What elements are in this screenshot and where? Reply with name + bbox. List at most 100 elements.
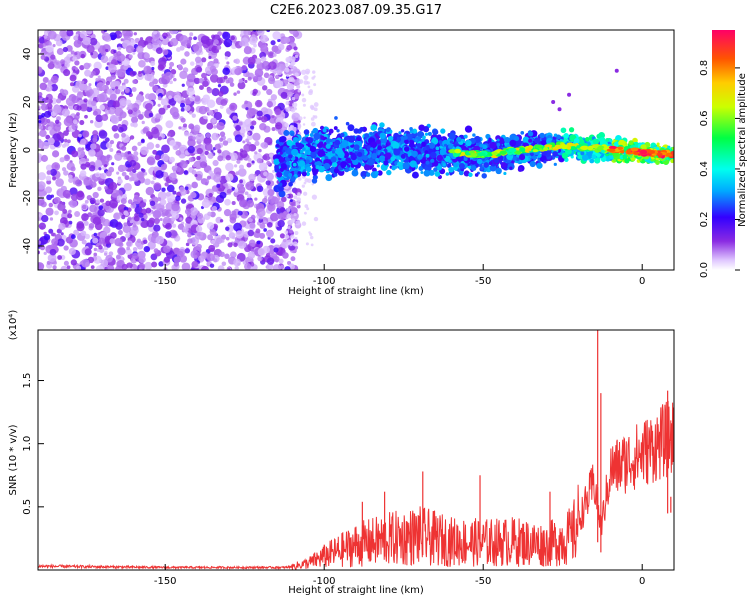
noise-blob <box>251 242 256 248</box>
noise-blob <box>70 82 75 87</box>
noise-blob <box>93 61 102 70</box>
noise-blob <box>229 213 237 221</box>
noise-blob <box>274 74 280 80</box>
band-blob <box>376 139 381 145</box>
noise-blob <box>53 260 57 265</box>
noise-blob <box>143 65 152 75</box>
band-blob <box>519 154 526 161</box>
band-blob <box>393 148 401 156</box>
band-blob <box>517 167 523 172</box>
band-blob <box>472 133 476 137</box>
noise-blob <box>70 234 76 240</box>
noise-blob <box>293 212 297 217</box>
band-blob <box>365 172 371 177</box>
noise-blob <box>62 46 68 53</box>
noise-blob <box>49 61 54 65</box>
noise-blob <box>175 91 180 96</box>
band-blob <box>432 129 439 136</box>
noise-blob <box>173 256 181 264</box>
band-blob <box>341 139 349 148</box>
noise-blob <box>38 125 44 130</box>
noise-blob <box>273 255 280 263</box>
band-blob <box>456 136 462 143</box>
noise-blob <box>214 108 219 113</box>
band-blob <box>336 129 340 133</box>
band-blob <box>425 160 430 165</box>
noise-blob <box>88 83 92 87</box>
noise-blob <box>268 77 276 85</box>
noise-blob <box>239 179 244 184</box>
noise-blob <box>50 54 56 60</box>
band-blob <box>481 173 487 179</box>
band-blob <box>448 143 454 149</box>
noise-blob <box>124 87 130 93</box>
noise-blob <box>301 97 307 103</box>
noise-blob <box>226 137 233 144</box>
noise-blob <box>271 127 276 132</box>
noise-blob <box>97 209 105 217</box>
noise-blob <box>169 91 174 96</box>
noise-blob <box>169 140 176 147</box>
band-blob <box>279 151 283 155</box>
noise-blob <box>277 197 281 201</box>
noise-blob <box>103 226 111 234</box>
noise-blob <box>303 80 309 85</box>
noise-blob <box>280 196 287 203</box>
band-blob <box>465 139 472 147</box>
noise-blob <box>108 251 114 257</box>
noise-blob <box>313 83 317 87</box>
band-blob <box>361 162 365 167</box>
noise-blob <box>233 258 241 267</box>
noise-blob <box>143 239 148 245</box>
band-blob <box>351 169 359 177</box>
noise-blob <box>89 37 98 46</box>
noise-blob <box>168 66 173 70</box>
noise-blob <box>250 214 256 220</box>
noise-blob <box>190 191 197 199</box>
band-blob <box>503 171 507 176</box>
noise-blob <box>162 49 169 56</box>
band-blob <box>528 138 533 143</box>
noise-blob <box>61 143 66 148</box>
noise-blob <box>60 232 64 236</box>
noise-blob <box>184 51 190 57</box>
noise-blob <box>270 40 276 46</box>
noise-blob <box>262 85 268 91</box>
noise-blob <box>229 82 235 87</box>
noise-blob <box>226 61 230 65</box>
noise-blob <box>84 69 92 77</box>
band-blob <box>350 154 357 161</box>
noise-blob <box>122 224 132 234</box>
noise-blob <box>51 162 61 171</box>
noise-blob <box>267 188 275 197</box>
noise-blob <box>138 212 144 218</box>
band-blob <box>577 151 582 156</box>
noise-blob <box>141 111 145 115</box>
band-blob <box>288 172 293 178</box>
noise-blob <box>146 156 156 166</box>
noise-blob <box>224 51 231 58</box>
noise-blob <box>189 95 196 102</box>
noise-blob <box>171 217 176 222</box>
noise-blob <box>66 30 74 37</box>
noise-blob <box>132 223 137 228</box>
band-blob <box>448 166 455 173</box>
noise-blob <box>106 97 111 101</box>
band-blob <box>529 151 534 157</box>
band-blob <box>482 144 488 150</box>
noise-blob <box>125 99 132 105</box>
noise-blob <box>132 247 138 252</box>
band-blob <box>288 154 293 159</box>
band-blob <box>436 165 443 171</box>
noise-blob <box>248 173 256 182</box>
noise-blob <box>263 228 267 232</box>
noise-blob <box>263 153 271 161</box>
noise-blob <box>86 106 93 113</box>
band-blob <box>448 159 452 163</box>
noise-blob <box>216 97 222 104</box>
noise-blob <box>260 56 267 63</box>
noise-blob <box>170 38 179 47</box>
noise-blob <box>180 198 187 204</box>
noise-blob <box>126 267 132 270</box>
band-blob <box>425 153 430 158</box>
